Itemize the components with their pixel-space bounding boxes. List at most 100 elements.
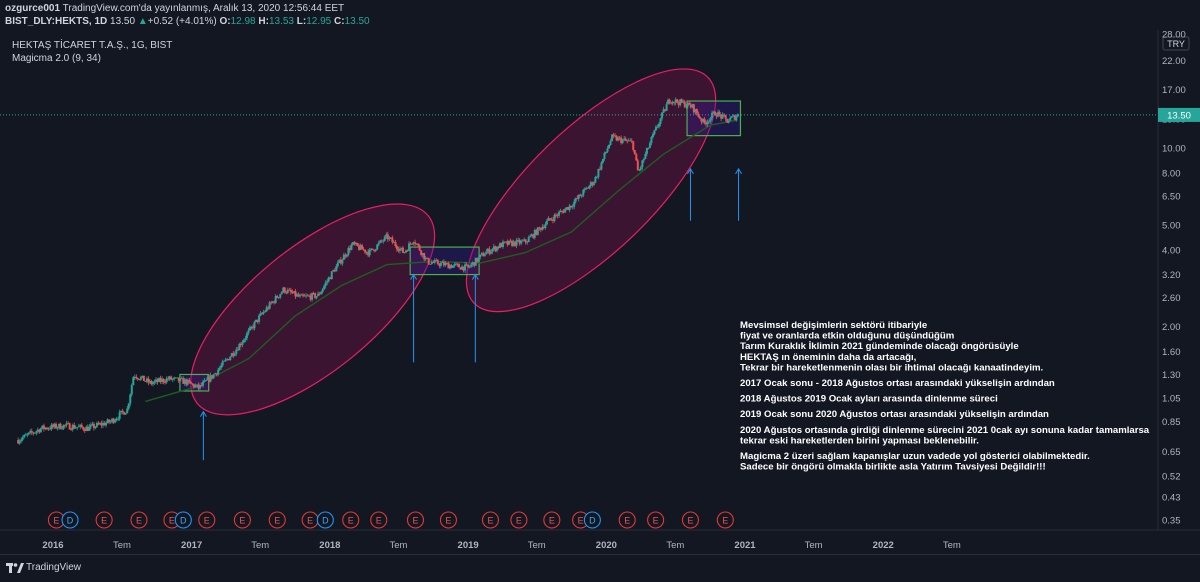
last-price-tag (1158, 107, 1200, 122)
candle-body (582, 189, 585, 196)
candle-body (223, 360, 226, 362)
price-axis[interactable]: 28.0022.0017.0013.0010.008.006.505.004.0… (1162, 30, 1186, 527)
candle-body (542, 226, 545, 228)
price-tick-label: 1.05 (1162, 394, 1181, 405)
candle-body (50, 424, 53, 430)
candle-body (112, 418, 115, 423)
candle-body (162, 378, 165, 383)
candle-body (97, 423, 100, 425)
tradingview-logo-icon[interactable] (6, 560, 24, 576)
candle-body (498, 243, 501, 248)
price-tick-label: 3.20 (1162, 270, 1181, 281)
candle-body (306, 295, 309, 297)
event-label: E (169, 516, 175, 526)
candle-body (80, 424, 83, 428)
candle-body (521, 240, 524, 242)
candle-body (347, 247, 350, 255)
price-chart[interactable]: E D E E E ED E E E D E E E E E E E E D E E E E Mevsimsel değiş… (0, 30, 1200, 554)
publisher-name[interactable]: ozgurce001 (5, 3, 61, 14)
candle-body (685, 106, 688, 108)
candle-body (32, 432, 35, 434)
moving-average-layer (145, 119, 738, 403)
candle-body (714, 111, 717, 116)
brand-name[interactable]: TradingView (26, 562, 82, 573)
candle-body (665, 104, 668, 111)
candle-body (456, 263, 459, 265)
candle-body (459, 267, 462, 270)
candle-body (232, 353, 235, 356)
symbol-label[interactable]: BIST_DLY:HEKTS, 1D (5, 16, 108, 27)
earnings-event-icon (439, 511, 457, 529)
event-label: E (307, 516, 313, 526)
magicma-line (145, 119, 738, 403)
candle-body (526, 241, 529, 243)
candle-body (580, 195, 583, 197)
consolidation-box (686, 100, 742, 137)
candle-body (658, 123, 661, 127)
candle-body (145, 378, 148, 382)
candle-body (211, 375, 214, 379)
event-label: E (101, 516, 107, 526)
candle-body (371, 248, 374, 250)
time-tick-label: 2022 (873, 540, 894, 551)
candle-body (206, 377, 209, 381)
candle-body (289, 289, 292, 293)
candle-body (653, 130, 656, 135)
high-label: H: (258, 16, 269, 27)
annotation-line: Magicma 2 üzeri sağlam kapanışlar uzun v… (740, 451, 1090, 462)
candle-body (433, 260, 436, 263)
candle-body (138, 379, 141, 380)
candle-body (721, 114, 724, 119)
time-axis[interactable]: 2016 Tem 2017 Tem 2018 Tem 2019 Tem 2020 Tem 2021 T… (42, 540, 960, 551)
candle-body (177, 377, 180, 382)
candle-body (341, 259, 344, 264)
candle-body (683, 101, 686, 108)
candle-body (595, 176, 598, 178)
candle-body (391, 237, 394, 243)
event-label: E (412, 516, 418, 526)
candle-body (364, 249, 367, 253)
currency-badge[interactable] (1162, 36, 1190, 51)
indicator-label[interactable]: Magicma 2.0 (9, 34) (12, 53, 101, 64)
price-tick-label: 0.35 (1162, 516, 1181, 527)
annotation-text: Mevsimsel değişimlerin sektörü itibariyl… (740, 320, 1150, 473)
candle-body (515, 239, 518, 246)
annotation-line: Tekrar bir hareketlenmenin olası bir iht… (740, 362, 1043, 373)
candle-body (554, 214, 557, 216)
candle-body (118, 412, 121, 419)
annotation-line: 2019 Ocak sonu 2020 Ağustos ortası arası… (740, 409, 1049, 420)
earnings-event-icon (618, 511, 636, 529)
time-tick-label: 2021 (734, 540, 756, 551)
candle-body (559, 211, 562, 213)
candle-body (238, 343, 241, 351)
candle-body (62, 424, 65, 429)
candle-body (474, 257, 477, 266)
candle-body (250, 326, 253, 328)
up-arrow-head (471, 273, 479, 280)
candle-body (309, 295, 312, 300)
candle-body (479, 254, 482, 258)
close-label: C: (334, 16, 345, 27)
event-label: E (549, 516, 555, 526)
annotation-line: 2018 Ağustos 2019 Ocak ayları arasında d… (740, 394, 998, 405)
candle-body (679, 99, 682, 106)
candle-body (735, 116, 738, 120)
candle-body (726, 118, 729, 123)
annotation-line: Mevsimsel değişimlerin sektörü itibariyl… (740, 320, 927, 331)
publish-info: ozgurce001 TradingView.com'da yayınlanmı… (5, 2, 344, 15)
candle-body (458, 264, 461, 268)
earnings-event-icon (198, 511, 216, 529)
candle-body (688, 102, 691, 105)
candle-body (279, 294, 282, 298)
price-tick-label: 5.00 (1162, 221, 1181, 232)
candle-body (277, 297, 280, 299)
chart-background (0, 30, 1200, 554)
candle-body (377, 242, 380, 245)
candle-body (167, 378, 170, 380)
candle-body (303, 295, 306, 297)
candle-body (461, 266, 464, 270)
candle-body (686, 102, 689, 107)
candle-body (600, 162, 603, 170)
candle-body (523, 239, 526, 241)
candle-body (192, 384, 195, 388)
